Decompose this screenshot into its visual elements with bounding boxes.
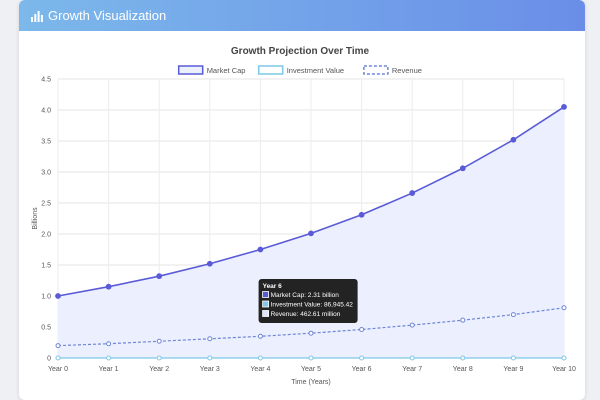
data-point[interactable] bbox=[409, 355, 415, 361]
page-title: Growth Visualization bbox=[48, 8, 167, 23]
series-line-3 bbox=[57, 307, 565, 347]
x-tick-label: Year 1 bbox=[99, 366, 119, 373]
chart-title: Growth Projection Over Time bbox=[231, 46, 370, 57]
data-point[interactable] bbox=[359, 326, 365, 332]
data-point[interactable] bbox=[459, 165, 466, 172]
series-area-1 bbox=[58, 106, 564, 359]
x-tick-label: Year 0 bbox=[48, 366, 68, 373]
data-point[interactable] bbox=[359, 355, 365, 361]
legend-label-2[interactable]: Investment Value bbox=[287, 66, 344, 75]
y-tick-label: 2.5 bbox=[41, 201, 51, 208]
data-point[interactable] bbox=[156, 273, 163, 280]
y-tick-label: 2.0 bbox=[41, 232, 51, 239]
x-tick-label: Year 9 bbox=[503, 366, 523, 373]
data-point[interactable] bbox=[156, 355, 162, 361]
x-axis-label: Time (Years) bbox=[291, 379, 331, 386]
data-point[interactable] bbox=[257, 246, 264, 253]
data-point[interactable] bbox=[207, 355, 213, 361]
data-point[interactable] bbox=[55, 293, 61, 299]
data-point[interactable] bbox=[561, 104, 567, 110]
data-point[interactable] bbox=[460, 355, 466, 361]
tooltip-title: Year 6 bbox=[263, 283, 283, 290]
x-tick-label: Year 3 bbox=[200, 366, 220, 373]
data-point[interactable] bbox=[106, 341, 112, 347]
card-header: Growth Visualization bbox=[19, 0, 585, 31]
data-point[interactable] bbox=[206, 260, 213, 267]
tooltip-swatch bbox=[262, 300, 270, 308]
data-point[interactable] bbox=[156, 338, 162, 344]
y-tick-label: 0.5 bbox=[41, 325, 51, 332]
bar-chart-icon bbox=[31, 10, 43, 22]
y-tick-label: 1.0 bbox=[41, 294, 51, 301]
data-point[interactable] bbox=[308, 230, 314, 237]
y-tick-label: 1.5 bbox=[41, 263, 51, 270]
data-point[interactable] bbox=[308, 330, 314, 336]
x-tick-label: Year 6 bbox=[352, 366, 372, 373]
data-point[interactable] bbox=[105, 283, 112, 290]
y-axis-label: Billions bbox=[32, 207, 39, 230]
tooltip-line: Investment Value: 86,945.42 bbox=[271, 302, 354, 309]
x-tick-label: Year 8 bbox=[453, 366, 473, 373]
data-point[interactable] bbox=[308, 355, 314, 361]
data-point[interactable] bbox=[257, 333, 263, 339]
x-tick-label: Year 7 bbox=[402, 366, 422, 373]
tooltip-line: Revenue: 462.61 million bbox=[271, 311, 341, 318]
data-point[interactable] bbox=[106, 355, 112, 361]
x-tick-label: Year 5 bbox=[301, 366, 321, 373]
data-point[interactable] bbox=[510, 312, 516, 318]
legend-label-1[interactable]: Market Cap bbox=[207, 66, 246, 75]
x-tick-label: Year 2 bbox=[149, 366, 169, 373]
data-point[interactable] bbox=[257, 355, 263, 361]
x-tick-label: Year 10 bbox=[552, 366, 576, 373]
tooltip-line: Market Cap: 2.31 billion bbox=[271, 292, 340, 299]
data-point[interactable] bbox=[409, 190, 416, 196]
data-point[interactable] bbox=[510, 136, 517, 143]
legend-swatch-2 bbox=[257, 65, 284, 75]
legend-label-3[interactable]: Revenue bbox=[392, 66, 422, 75]
data-point[interactable] bbox=[561, 355, 567, 361]
data-point[interactable] bbox=[207, 336, 213, 342]
y-tick-label: 4.5 bbox=[41, 77, 51, 84]
tooltip-box bbox=[258, 279, 358, 323]
data-point[interactable] bbox=[55, 343, 61, 349]
data-point[interactable] bbox=[409, 322, 415, 328]
data-point[interactable] bbox=[55, 355, 61, 361]
y-tick-label: 0 bbox=[47, 356, 51, 363]
tooltip-swatch bbox=[262, 291, 270, 298]
data-point[interactable] bbox=[510, 355, 516, 361]
data-point[interactable] bbox=[358, 211, 365, 218]
legend-swatch-3 bbox=[363, 65, 389, 75]
data-point[interactable] bbox=[561, 305, 567, 311]
x-tick-label: Year 4 bbox=[250, 366, 270, 373]
y-tick-label: 3.5 bbox=[41, 139, 51, 146]
y-tick-label: 4.0 bbox=[41, 108, 51, 115]
data-point[interactable] bbox=[460, 317, 466, 323]
tooltip-swatch bbox=[262, 310, 270, 317]
legend-swatch-1 bbox=[177, 65, 204, 75]
y-tick-label: 3.0 bbox=[41, 170, 51, 177]
